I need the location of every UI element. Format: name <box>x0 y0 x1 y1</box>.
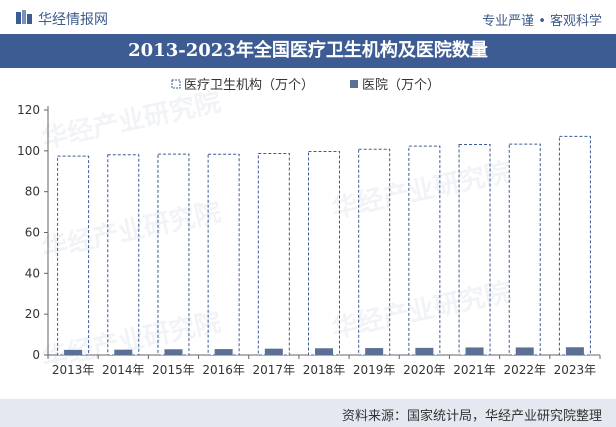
bar-hospitals <box>264 348 283 355</box>
legend-label-medical-institutions: 医疗卫生机构（万个） <box>184 78 314 93</box>
y-tick-label: 100 <box>17 144 40 158</box>
brand-name: 华经情报网 <box>38 12 108 28</box>
bar-medical-institutions <box>157 153 190 356</box>
bar-hospitals <box>415 347 434 355</box>
x-tick-label: 2014年 <box>102 363 145 377</box>
x-tick-label: 2016年 <box>202 363 245 377</box>
legend-swatch-medical-institutions <box>171 79 181 89</box>
x-tick-label: 2020年 <box>403 363 446 377</box>
bar-medical-institutions <box>308 150 340 356</box>
bar-hospitals <box>164 349 183 355</box>
chart-area: 0 20 40 60 80 100 120 2013年 2014年 2015年 2016年 2017年… <box>17 78 601 377</box>
slogan: 专业严谨 • 客观科学 <box>482 14 602 29</box>
bar-hospitals <box>465 347 484 355</box>
logo-icon <box>16 10 32 24</box>
bar-hospitals <box>214 349 233 355</box>
bar-hospitals <box>565 347 584 355</box>
bar-medical-institutions <box>57 155 90 356</box>
top-bar: 华经情报网 专业严谨 • 客观科学 <box>0 0 616 34</box>
y-tick-label: 120 <box>17 103 40 117</box>
y-tick-label: 60 <box>25 226 40 240</box>
bar-hospitals <box>365 348 384 355</box>
x-tick-label: 2017年 <box>253 363 296 377</box>
footer: 资料来源：国家统计局，华经产业研究院整理 <box>0 399 616 427</box>
x-tick-label: 2021年 <box>453 363 496 377</box>
x-tick-label: 2019年 <box>353 363 396 377</box>
bar-medical-institutions <box>458 144 491 356</box>
bar-medical-institutions <box>257 152 290 356</box>
y-tick-label: 80 <box>25 185 40 199</box>
bar-medical-institutions <box>558 135 591 356</box>
x-tick-label: 2018年 <box>303 363 346 377</box>
bar-hospitals <box>515 347 534 355</box>
y-tick-label: 40 <box>25 266 40 280</box>
bar-hospitals <box>315 348 333 355</box>
bar-medical-institutions <box>508 143 541 356</box>
x-tick-label: 2022年 <box>503 363 546 377</box>
legend-swatch-hospitals <box>350 80 358 88</box>
data-source: 资料来源：国家统计局，华经产业研究院整理 <box>341 409 602 424</box>
bar-medical-institutions <box>107 154 140 356</box>
y-tick-label: 20 <box>25 307 40 321</box>
bar-medical-institutions <box>207 153 240 356</box>
legend-label-hospitals: 医院（万个） <box>362 78 440 93</box>
bar-medical-institutions <box>408 145 441 356</box>
x-tick-label: 2015年 <box>152 363 195 377</box>
bar-hospitals <box>114 349 133 355</box>
bar-medical-institutions <box>358 148 391 356</box>
x-tick-label: 2013年 <box>52 363 95 377</box>
bar-hospitals <box>64 349 83 355</box>
chart-title: 2013-2023年全国医疗卫生机构及医院数量 <box>128 40 488 61</box>
title-bar: 2013-2023年全国医疗卫生机构及医院数量 <box>0 34 616 68</box>
x-tick-label: 2023年 <box>554 363 597 377</box>
y-tick-label: 0 <box>32 348 40 362</box>
